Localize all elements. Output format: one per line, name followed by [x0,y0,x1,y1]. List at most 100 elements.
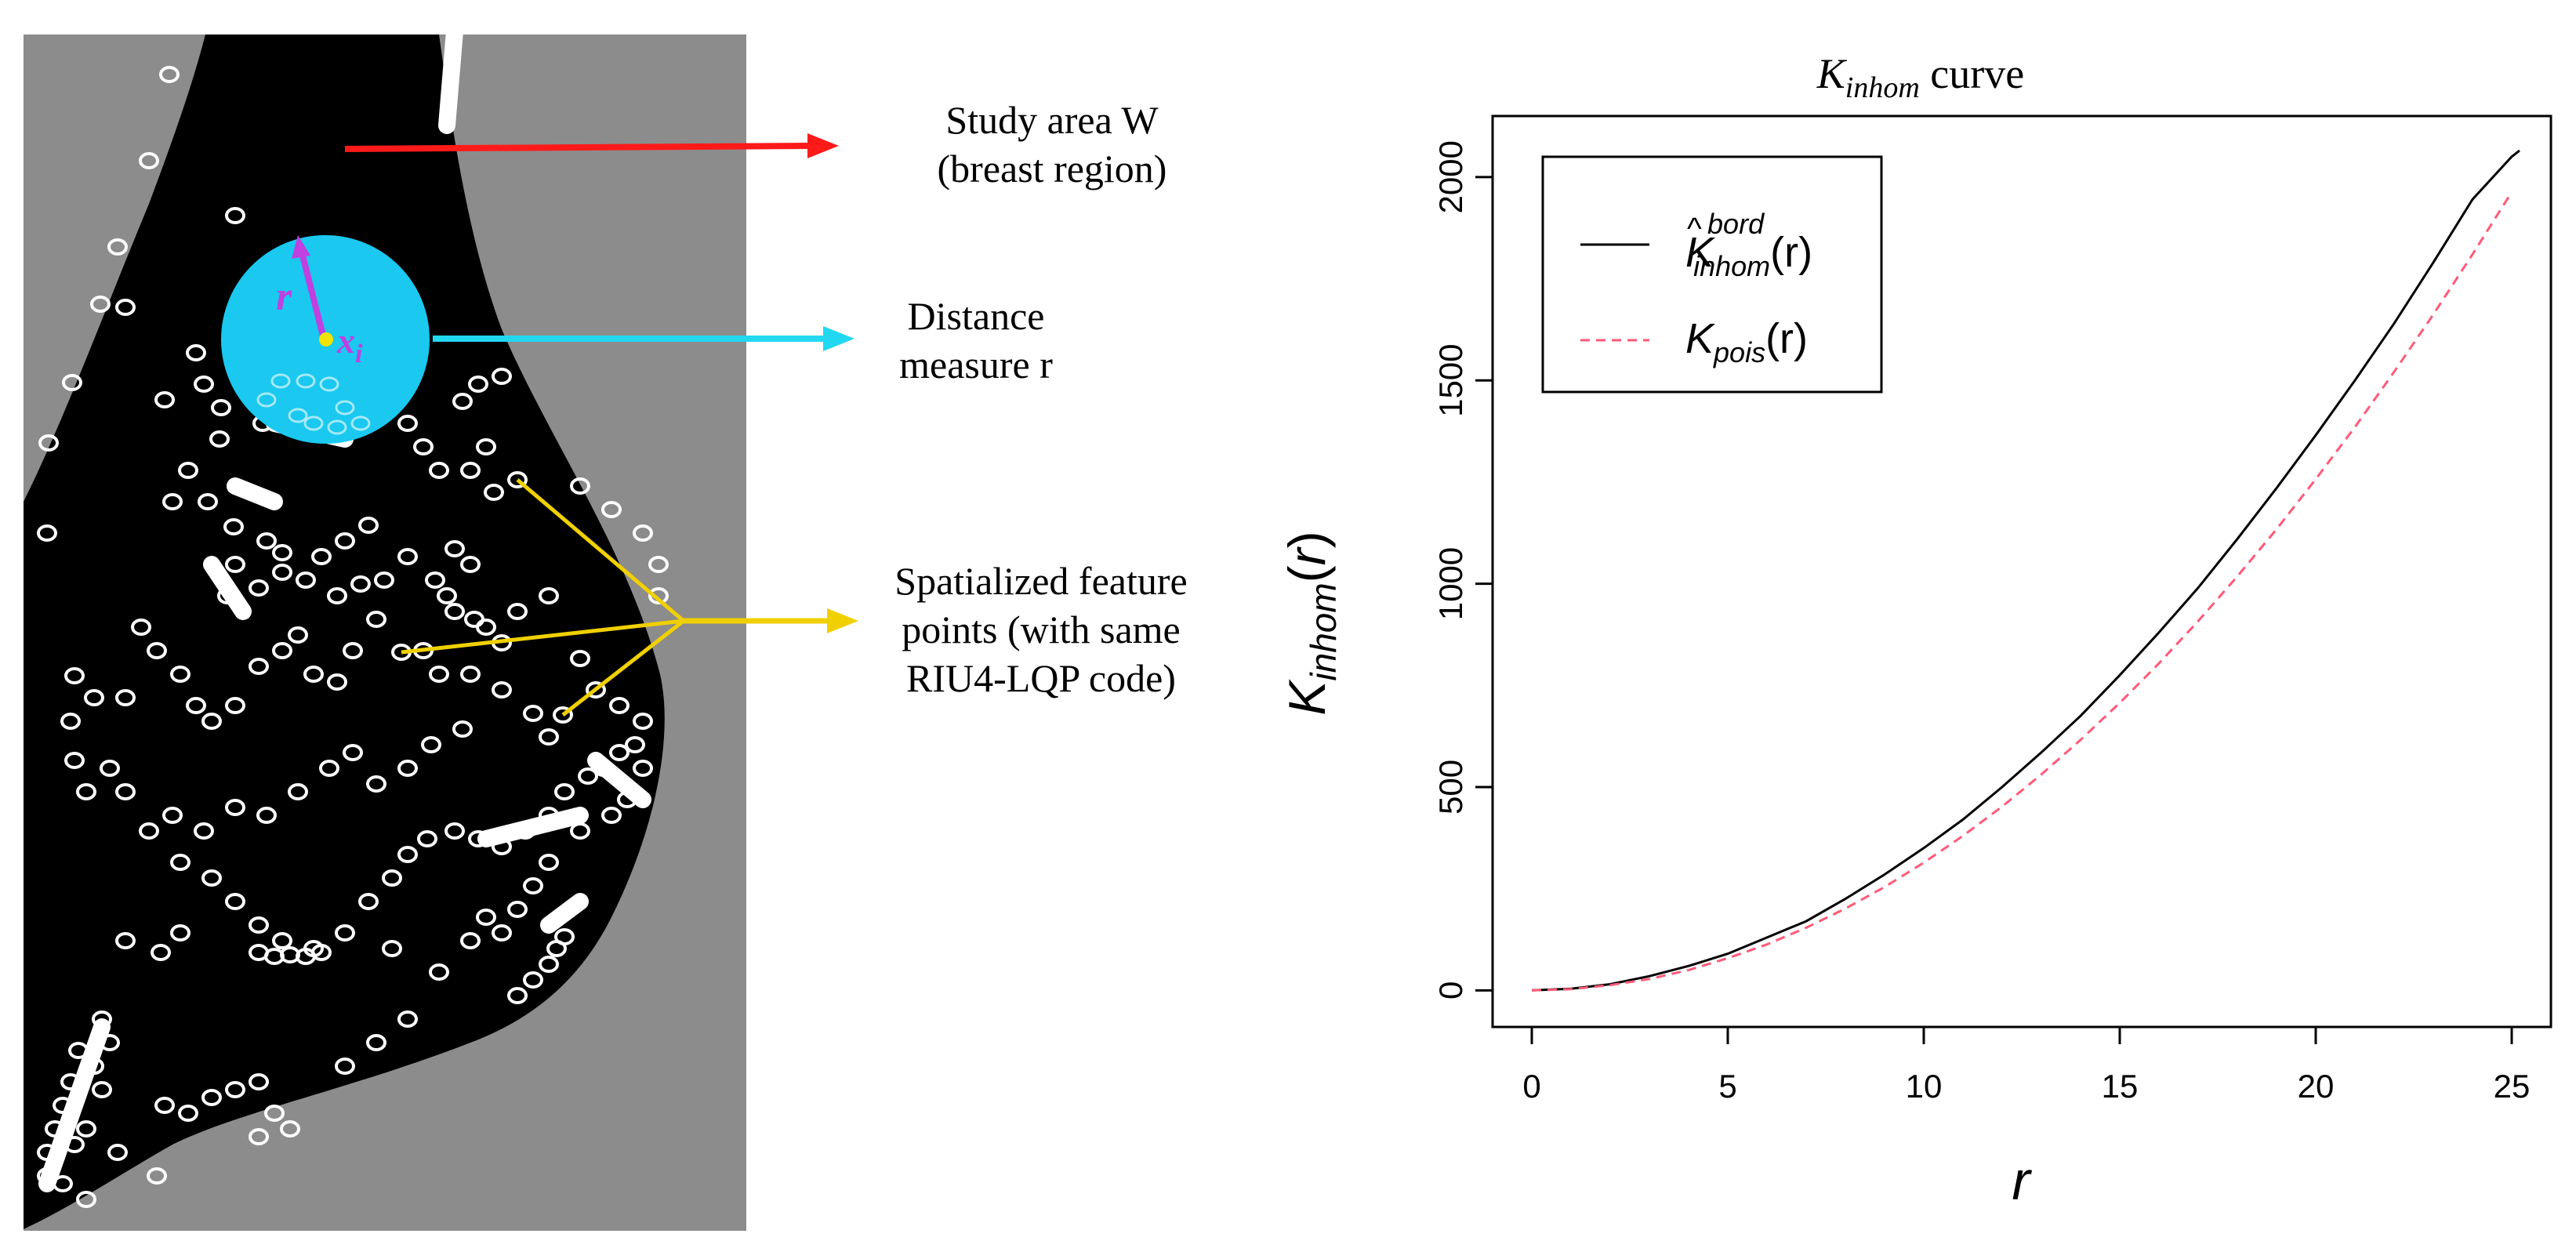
series-layer [1531,149,2520,992]
feature-point [201,869,222,887]
feature-point [38,434,59,452]
feature-point [507,471,528,488]
feature-point [444,540,465,557]
feature-point [280,1120,300,1137]
feature-point [170,666,190,683]
feature-point [476,619,496,636]
feature-arrowhead [827,608,858,633]
feature-point [382,940,402,957]
feature-point [476,438,496,455]
feature-point [554,783,575,800]
y-tick-label: 2000 [1432,140,1469,213]
features-label: Spatialized feature points (with same RI… [845,557,1237,702]
feature-point [198,493,218,510]
feature-point [76,1191,96,1208]
series-poisson-line [1531,191,2513,992]
feature-point [343,744,363,761]
study-area-arrowhead [807,133,839,158]
center-point [319,332,333,346]
feature-point [366,775,386,793]
feature-point [397,1010,418,1028]
feature-point [256,807,277,824]
chart: Kinhom curve 0 5 10 15 20 250500100015002000 … [1278,50,2552,1211]
distance-line2: measure r [899,343,1053,386]
feature-point [186,697,206,714]
feature-point [570,650,590,667]
feature-point [147,642,167,659]
feature-point [90,296,111,313]
feature-point [335,1058,355,1075]
feature-point [84,689,104,706]
feature-point [139,152,159,169]
feature-point [225,799,245,816]
feature-point [429,462,449,479]
feature-point [460,556,481,573]
feature-cluster [438,23,463,134]
feature-point [625,736,645,753]
legend-hat: ^ [1687,212,1702,246]
legend-label-observed: Kbord inhom(r) [1685,208,1812,282]
feature-point [115,783,136,800]
feature-point [417,830,437,847]
breast-panel: r xi [24,23,746,1231]
feature-point [178,1105,198,1122]
legend: Kbord inhom(r) ^ Kpois(r) [1541,155,1883,394]
feature-point [170,854,190,871]
feature-point [648,587,669,604]
feature-point [444,822,465,840]
feature-cluster [38,1018,111,1192]
study-area-arrow [344,143,812,152]
x-tick-label: 15 [2102,1068,2139,1105]
feature-point [460,666,481,683]
feature-point [249,1128,269,1145]
feature-point [139,822,159,840]
circle-feature-point [296,373,316,389]
feature-cluster [477,807,589,847]
feature-point [476,909,496,926]
feature-point [319,760,339,777]
feature-point [397,846,418,863]
feature-point [256,532,277,550]
study-area-label: Study area W (breast region) [848,96,1256,193]
feature-cluster [227,477,283,510]
annotation-arrows [344,133,858,717]
feature-point [413,438,434,455]
y-tick-label: 500 [1432,760,1469,815]
feature-point [154,391,175,408]
feature-point [249,1073,269,1090]
feature-point [311,944,332,961]
feature-point [154,1097,175,1114]
circle-feature-point [319,376,339,392]
feature-point [539,728,559,746]
circle-feature-point [288,408,308,423]
feature-point [554,928,575,945]
x-tick-label: 20 [2298,1068,2335,1105]
feature-point [162,807,183,824]
feature-point [358,893,379,910]
feature-point [264,1105,285,1122]
feature-point [131,619,151,636]
feature-point [272,932,292,949]
feature-point [194,822,214,840]
feature-point [484,484,504,501]
feature-point [539,956,559,973]
feature-point [397,760,418,777]
feature-point [272,544,292,561]
feature-point [249,916,269,934]
feature-point [272,642,292,659]
feature-point [178,462,198,479]
feature-point [201,1089,222,1106]
feature-point [60,713,81,730]
features-line3: RIU4-LQP code) [906,656,1176,700]
feature-point [186,344,206,361]
feature-point [296,571,316,589]
feature-point [444,603,465,620]
feature-point [37,524,57,542]
feature-point [429,963,449,981]
plot-box [1491,114,2552,1029]
x-tick-label: 0 [1522,1068,1540,1105]
circle-feature-point [350,415,371,431]
feature-point [553,706,573,724]
feature-point [225,893,245,910]
